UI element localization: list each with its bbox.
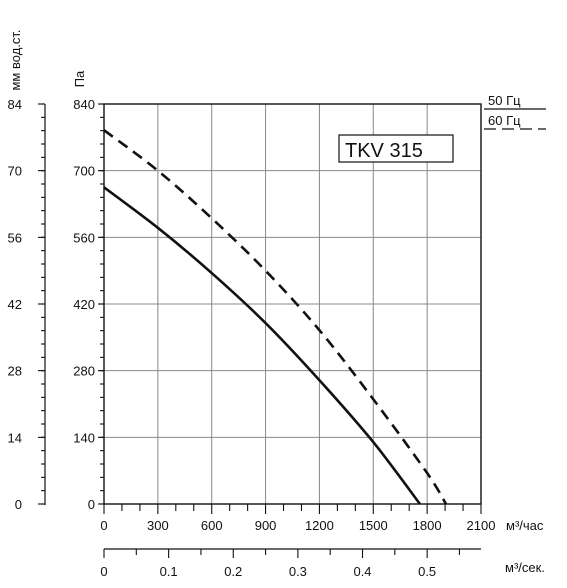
x-tick-label: 600 (201, 518, 223, 533)
y-tick-label-pa: 0 (88, 497, 95, 512)
secondary-x-tick-label: 0.5 (418, 564, 436, 579)
x-units-secondary-label: м³/сек. (505, 560, 545, 575)
x-tick-label: 1200 (305, 518, 334, 533)
y-units-outer-label: мм вод.ст. (8, 29, 23, 90)
x-tick-label: 300 (147, 518, 169, 533)
x-tick-label: 1800 (413, 518, 442, 533)
y-units-inner-label: Па (72, 70, 87, 87)
model-title: TKV 315 (345, 140, 423, 162)
y-tick-label-mm: 14 (8, 430, 22, 445)
y-tick-label-mm: 70 (8, 164, 22, 179)
x-units-primary-label: м³/час (506, 518, 544, 533)
y-tick-label-pa: 420 (73, 297, 95, 312)
secondary-x-tick-label: 0.2 (224, 564, 242, 579)
series-line-50hz (103, 186, 422, 505)
x-tick-label: 900 (255, 518, 277, 533)
y-tick-label-pa: 840 (73, 97, 95, 112)
series-line-60hz (103, 129, 448, 505)
series-layer (103, 129, 448, 505)
secondary-x-tick-label: 0.4 (353, 564, 371, 579)
y-tick-label-pa: 280 (73, 364, 95, 379)
y-tick-label-mm: 56 (8, 230, 22, 245)
y-tick-label-mm: 42 (8, 297, 22, 312)
label-layer: 0 300 600 900 1200 1500 1800 210000140142802842… (8, 97, 496, 579)
legend-label-60hz: 60 Гц (488, 113, 521, 128)
x-tick-label: 1500 (359, 518, 388, 533)
model-title-box (338, 134, 454, 163)
legend-label-50hz: 50 Гц (488, 93, 521, 108)
x-tick-label: 0 (100, 518, 107, 533)
grid-layer (104, 104, 481, 504)
y-tick-label-mm: 0 (15, 497, 22, 512)
y-tick-label-pa: 140 (73, 430, 95, 445)
plot-frame (103, 103, 482, 505)
legend: 50 Гц 60 Гц (484, 93, 546, 130)
secondary-x-tick-label: 0.1 (160, 564, 178, 579)
secondary-x-tick-label: 0 (100, 564, 107, 579)
tick-layer (38, 103, 482, 558)
y-tick-label-mm: 84 (8, 97, 22, 112)
x-tick-label: 2100 (467, 518, 496, 533)
y-tick-label-pa: 560 (73, 230, 95, 245)
y-tick-label-pa: 700 (73, 164, 95, 179)
secondary-x-tick-label: 0.3 (289, 564, 307, 579)
y-tick-label-mm: 28 (8, 364, 22, 379)
